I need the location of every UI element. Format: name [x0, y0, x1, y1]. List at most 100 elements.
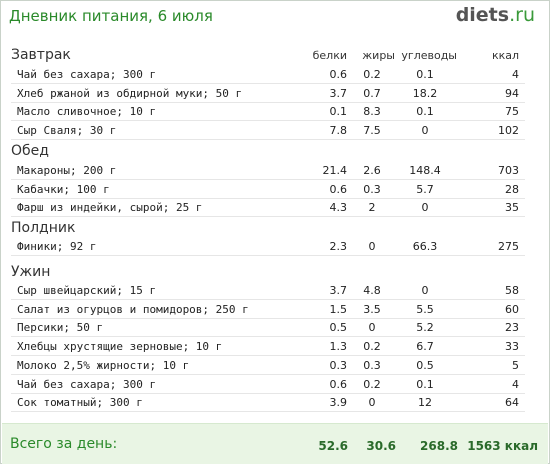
- carbs-value: 5.2: [416, 321, 434, 335]
- protein-value: 3.7: [329, 284, 348, 297]
- food-name: Сыр швейцарский; 15 г: [17, 284, 157, 297]
- carbs-value: 5.7: [416, 182, 434, 196]
- meal-section-title: Завтрак: [11, 47, 71, 63]
- food-row[interactable]: Фарш из индейки, сырой; 25 г 4.3 2 0 35: [11, 199, 525, 218]
- food-name: Чай без сахара; 300 г: [17, 377, 157, 391]
- page-title: Дневник питания, 6 июля: [9, 7, 213, 25]
- carbs-value: 5.5: [416, 302, 434, 316]
- kcal-value: 5: [512, 358, 519, 372]
- carbs-value: 0.1: [416, 377, 434, 391]
- protein-value: 0.5: [329, 321, 348, 335]
- kcal-value: 75: [505, 105, 519, 119]
- total-fat: 30.6: [366, 439, 396, 453]
- kcal-value: 35: [505, 201, 519, 215]
- food-row[interactable]: Чай без сахара; 300 г 0.6 0.2 0.1 4: [11, 66, 525, 84]
- food-name: Кабачки; 100 г: [17, 182, 110, 196]
- food-name: Хлебцы хрустящие зерновые; 10 г: [17, 340, 223, 354]
- protein-value: 3.9: [329, 396, 348, 410]
- carbs-value: 0.1: [416, 68, 434, 81]
- fat-value: 0.2: [363, 340, 381, 354]
- fat-value: 2.6: [363, 164, 381, 177]
- food-name: Масло сливочное; 10 г: [17, 105, 157, 119]
- food-name: Хлеб ржаной из обдирной муки; 50 г: [17, 86, 243, 100]
- food-row[interactable]: Кабачки; 100 г 0.6 0.3 5.7 28: [11, 181, 525, 199]
- fat-value: 0.2: [363, 377, 381, 391]
- food-row[interactable]: Чай без сахара; 300 г 0.6 0.2 0.1 4: [11, 376, 525, 394]
- column-header: белки: [312, 49, 347, 62]
- kcal-value: 94: [505, 86, 519, 100]
- food-row[interactable]: Хлебцы хрустящие зерновые; 10 г 1.3 0.2 6.7…: [11, 338, 525, 357]
- protein-value: 0.1: [329, 105, 348, 119]
- fat-value: 4.8: [363, 284, 381, 297]
- protein-value: 1.3: [329, 340, 348, 354]
- column-header: ккал: [491, 49, 519, 62]
- food-name: Салат из огурцов и помидоров; 250 г: [17, 302, 249, 316]
- carbs-value: 0.1: [416, 105, 434, 119]
- protein-value: 2.3: [329, 240, 348, 253]
- food-row[interactable]: Сок томатный; 300 г 3.9 0 12 64: [11, 394, 525, 413]
- kcal-value: 23: [505, 321, 519, 335]
- carbs-value: 66.3: [412, 240, 438, 253]
- meal-section-title: Обед: [11, 143, 49, 159]
- kcal-value: 4: [512, 68, 519, 81]
- carbs-value: 6.7: [416, 340, 434, 354]
- food-row[interactable]: Макароны; 200 г 21.4 2.6 148.4 703: [11, 162, 525, 180]
- kcal-value: 58: [505, 284, 519, 297]
- totals-label: Всего за день:: [10, 436, 118, 452]
- food-name: Фарш из индейки, сырой; 25 г: [17, 201, 203, 215]
- fat-value: 2: [368, 201, 376, 215]
- protein-value: 21.4: [322, 164, 348, 177]
- protein-value: 0.6: [329, 182, 348, 196]
- food-row[interactable]: Молоко 2,5% жирности; 10 г 0.3 0.3 0.5 5: [11, 357, 525, 375]
- food-name: Чай без сахара; 300 г: [17, 68, 157, 81]
- food-name: Сыр Сваля; 30 г: [17, 124, 117, 138]
- fat-value: 3.5: [363, 302, 381, 316]
- protein-value: 3.7: [329, 86, 348, 100]
- carbs-value: 0: [421, 124, 429, 138]
- food-row[interactable]: Хлеб ржаной из обдирной муки; 50 г 3.7 0.7…: [11, 85, 525, 103]
- fat-value: 0.3: [363, 358, 381, 372]
- carbs-value: 148.4: [409, 164, 441, 177]
- fat-value: 0.3: [363, 182, 381, 196]
- fat-value: 0.2: [363, 68, 381, 81]
- food-row[interactable]: Финики; 92 г 2.3 0 66.3 275: [11, 238, 525, 256]
- food-name: Макароны; 200 г: [17, 164, 117, 177]
- kcal-value: 102: [498, 124, 519, 138]
- fat-value: 7.5: [363, 124, 381, 138]
- food-row[interactable]: Салат из огурцов и помидоров; 250 г 1.5 3.…: [11, 301, 525, 319]
- site-logo[interactable]: diets.ru: [456, 4, 535, 26]
- logo-tld: .ru: [509, 4, 535, 26]
- kcal-value: 28: [505, 182, 519, 196]
- carbs-value: 18.2: [412, 86, 438, 100]
- kcal-value: 4: [512, 377, 519, 391]
- fat-value: 0: [368, 396, 376, 410]
- total-carbs: 268.8: [420, 439, 458, 453]
- food-row[interactable]: Сыр Сваля; 30 г 7.8 7.5 0 102: [11, 122, 525, 141]
- totals-bar: Всего за день: 52.6 30.6 268.8 1563 ккал: [2, 423, 548, 464]
- food-row[interactable]: Сыр швейцарский; 15 г 3.7 4.8 0 58: [11, 282, 525, 300]
- carbs-value: 0.5: [416, 358, 434, 372]
- carbs-value: 0: [421, 201, 429, 215]
- food-row[interactable]: Масло сливочное; 10 г 0.1 8.3 0.1 75: [11, 103, 525, 122]
- column-header: углеводы: [401, 49, 457, 62]
- protein-value: 1.5: [329, 302, 348, 316]
- food-name: Сок томатный; 300 г: [17, 396, 143, 410]
- carbs-value: 0: [421, 284, 429, 297]
- protein-value: 0.6: [329, 377, 348, 391]
- food-row[interactable]: Персики; 50 г 0.5 0 5.2 23: [11, 319, 525, 338]
- protein-value: 0.6: [329, 68, 348, 81]
- kcal-value: 64: [505, 396, 519, 410]
- kcal-value: 703: [498, 164, 519, 177]
- logo-name: diets: [455, 4, 510, 26]
- kcal-value: 275: [498, 240, 519, 253]
- fat-value: 0: [368, 240, 376, 253]
- meal-section-title: Ужин: [11, 264, 51, 280]
- kcal-value: 33: [505, 340, 519, 354]
- total-protein: 52.6: [318, 439, 348, 453]
- food-name: Молоко 2,5% жирности; 10 г: [17, 358, 190, 372]
- column-header: жиры: [362, 49, 395, 62]
- food-name: Финики; 92 г: [17, 240, 97, 253]
- carbs-value: 12: [418, 396, 432, 410]
- meal-section-title: Полдник: [11, 220, 76, 236]
